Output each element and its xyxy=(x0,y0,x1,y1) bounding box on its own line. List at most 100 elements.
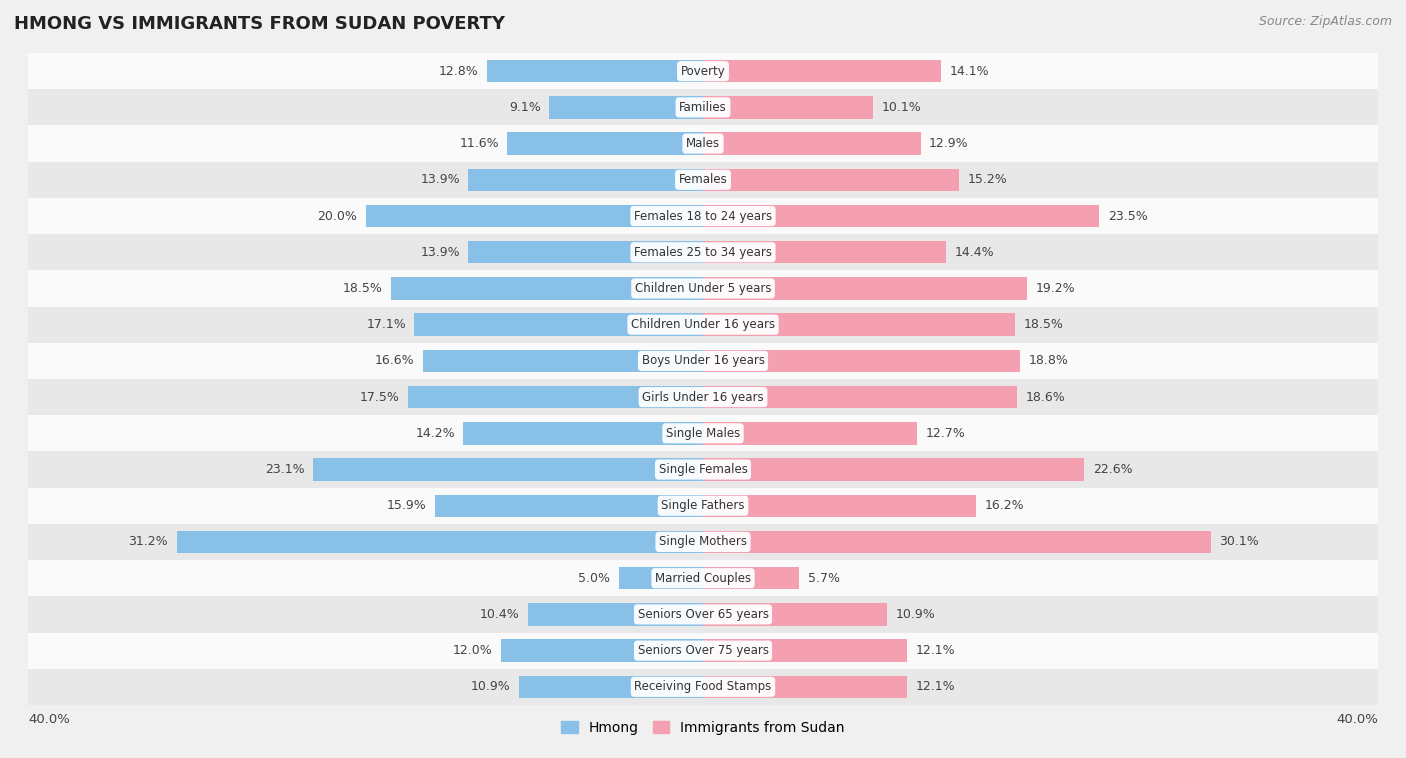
Text: 13.9%: 13.9% xyxy=(420,174,460,186)
Bar xyxy=(550,96,703,118)
Bar xyxy=(28,161,1378,198)
Text: 23.5%: 23.5% xyxy=(1108,209,1147,223)
Text: 18.8%: 18.8% xyxy=(1029,355,1069,368)
Text: 13.9%: 13.9% xyxy=(420,246,460,258)
Text: Females 18 to 24 years: Females 18 to 24 years xyxy=(634,209,772,223)
Bar xyxy=(28,379,1378,415)
Bar xyxy=(703,349,1021,372)
Text: 19.2%: 19.2% xyxy=(1035,282,1076,295)
Text: HMONG VS IMMIGRANTS FROM SUDAN POVERTY: HMONG VS IMMIGRANTS FROM SUDAN POVERTY xyxy=(14,15,505,33)
Text: 12.8%: 12.8% xyxy=(439,64,478,77)
Text: Males: Males xyxy=(686,137,720,150)
Bar xyxy=(28,89,1378,126)
Bar xyxy=(177,531,703,553)
Text: Single Males: Single Males xyxy=(666,427,740,440)
Bar xyxy=(391,277,703,299)
Bar xyxy=(703,241,946,264)
Bar xyxy=(703,531,1211,553)
Bar xyxy=(703,96,873,118)
Bar xyxy=(508,133,703,155)
Bar xyxy=(703,314,1015,336)
Text: 10.9%: 10.9% xyxy=(471,681,510,694)
Text: Source: ZipAtlas.com: Source: ZipAtlas.com xyxy=(1258,15,1392,28)
Bar xyxy=(468,168,703,191)
Bar xyxy=(527,603,703,625)
Bar xyxy=(28,452,1378,487)
Bar xyxy=(28,53,1378,89)
Bar xyxy=(423,349,703,372)
Text: 10.9%: 10.9% xyxy=(896,608,935,621)
Text: 15.9%: 15.9% xyxy=(387,500,426,512)
Text: 12.1%: 12.1% xyxy=(915,644,955,657)
Bar xyxy=(28,669,1378,705)
Bar xyxy=(703,386,1017,409)
Bar xyxy=(619,567,703,590)
Bar xyxy=(703,205,1099,227)
Legend: Hmong, Immigrants from Sudan: Hmong, Immigrants from Sudan xyxy=(555,716,851,741)
Bar xyxy=(408,386,703,409)
Bar xyxy=(28,198,1378,234)
Text: 12.9%: 12.9% xyxy=(929,137,969,150)
Bar xyxy=(314,459,703,481)
Text: Poverty: Poverty xyxy=(681,64,725,77)
Text: 12.1%: 12.1% xyxy=(915,681,955,694)
Text: Single Mothers: Single Mothers xyxy=(659,535,747,549)
Text: 22.6%: 22.6% xyxy=(1092,463,1132,476)
Text: 18.5%: 18.5% xyxy=(1024,318,1063,331)
Text: Girls Under 16 years: Girls Under 16 years xyxy=(643,390,763,403)
Bar xyxy=(28,271,1378,306)
Text: Receiving Food Stamps: Receiving Food Stamps xyxy=(634,681,772,694)
Bar xyxy=(703,675,907,698)
Bar xyxy=(366,205,703,227)
Bar xyxy=(468,241,703,264)
Bar xyxy=(486,60,703,83)
Bar xyxy=(703,567,799,590)
Text: Children Under 16 years: Children Under 16 years xyxy=(631,318,775,331)
Bar xyxy=(464,422,703,444)
Bar xyxy=(703,459,1084,481)
Bar xyxy=(703,494,976,517)
Bar xyxy=(703,603,887,625)
Text: 40.0%: 40.0% xyxy=(1336,713,1378,726)
Bar xyxy=(28,415,1378,452)
Bar xyxy=(703,640,907,662)
Bar xyxy=(703,133,921,155)
Text: 15.2%: 15.2% xyxy=(967,174,1008,186)
Text: Single Fathers: Single Fathers xyxy=(661,500,745,512)
Bar xyxy=(28,234,1378,271)
Text: 12.7%: 12.7% xyxy=(925,427,966,440)
Text: 40.0%: 40.0% xyxy=(28,713,70,726)
Text: Females: Females xyxy=(679,174,727,186)
Text: Boys Under 16 years: Boys Under 16 years xyxy=(641,355,765,368)
Bar xyxy=(28,597,1378,632)
Text: 20.0%: 20.0% xyxy=(318,209,357,223)
Text: 14.2%: 14.2% xyxy=(415,427,456,440)
Text: 17.1%: 17.1% xyxy=(367,318,406,331)
Bar xyxy=(703,168,959,191)
Text: Females 25 to 34 years: Females 25 to 34 years xyxy=(634,246,772,258)
Bar xyxy=(501,640,703,662)
Text: 5.7%: 5.7% xyxy=(807,572,839,584)
Bar xyxy=(434,494,703,517)
Text: Families: Families xyxy=(679,101,727,114)
Text: 10.1%: 10.1% xyxy=(882,101,921,114)
Bar xyxy=(703,422,917,444)
Text: 23.1%: 23.1% xyxy=(266,463,305,476)
Bar xyxy=(28,343,1378,379)
Bar xyxy=(519,675,703,698)
Text: 18.6%: 18.6% xyxy=(1025,390,1064,403)
Text: Children Under 5 years: Children Under 5 years xyxy=(634,282,772,295)
Bar xyxy=(703,60,941,83)
Bar xyxy=(28,632,1378,669)
Text: Seniors Over 65 years: Seniors Over 65 years xyxy=(637,608,769,621)
Bar xyxy=(415,314,703,336)
Text: 17.5%: 17.5% xyxy=(360,390,399,403)
Text: Single Females: Single Females xyxy=(658,463,748,476)
Text: Married Couples: Married Couples xyxy=(655,572,751,584)
Text: Seniors Over 75 years: Seniors Over 75 years xyxy=(637,644,769,657)
Bar xyxy=(28,560,1378,597)
Text: 31.2%: 31.2% xyxy=(128,535,169,549)
Text: 14.1%: 14.1% xyxy=(949,64,988,77)
Text: 30.1%: 30.1% xyxy=(1219,535,1258,549)
Bar xyxy=(28,126,1378,161)
